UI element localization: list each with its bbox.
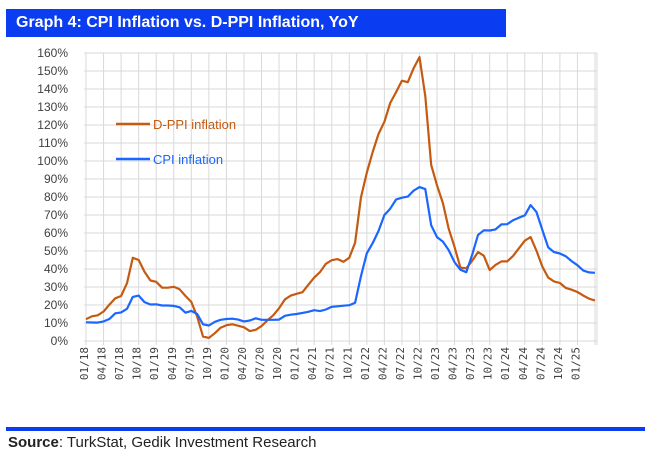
y-tick-label: 0%: [51, 334, 69, 348]
x-tick-label: 10/19: [201, 347, 214, 380]
x-tick-label: 01/19: [148, 347, 161, 380]
x-axis: 01/18 04/18 07/18 10/18 01/19 04/19 07/19 10/19…: [78, 347, 582, 380]
grid: [84, 53, 597, 345]
x-tick-label: 01/25: [569, 347, 582, 380]
x-tick-label: 10/21: [341, 347, 354, 380]
x-tick-label: 10/23: [482, 347, 495, 380]
y-tick-label: 140%: [37, 82, 68, 96]
y-axis: 0% 10% 20% 30% 40% 50% 60% 70% 80% 90% 100% 110% 120…: [37, 46, 68, 348]
x-tick-label: 04/21: [306, 347, 319, 380]
x-tick-label: 04/23: [447, 347, 460, 380]
x-tick-label: 04/19: [166, 347, 179, 380]
legend: D-PPI inflation CPI inflation: [116, 117, 236, 167]
y-tick-label: 60%: [44, 226, 68, 240]
x-tick-label: 10/18: [131, 347, 144, 380]
source-label: Source: [8, 434, 59, 451]
x-tick-label: 07/19: [183, 347, 196, 380]
y-tick-label: 160%: [37, 46, 68, 60]
x-tick-label: 04/18: [96, 347, 109, 380]
y-tick-label: 110%: [38, 136, 68, 150]
source-note: Source: TurkStat, Gedik Investment Resea…: [8, 434, 316, 451]
x-tick-label: 07/18: [113, 347, 126, 380]
x-tick-label: 01/18: [78, 347, 91, 380]
y-tick-label: 70%: [44, 208, 68, 222]
y-tick-label: 130%: [37, 100, 68, 114]
x-tick-label: 07/23: [464, 347, 477, 380]
x-tick-label: 07/20: [254, 347, 267, 380]
x-tick-label: 04/22: [376, 347, 389, 380]
y-tick-label: 90%: [44, 172, 68, 186]
x-tick-label: 10/24: [552, 347, 565, 380]
y-tick-label: 20%: [44, 298, 68, 312]
x-tick-label: 01/24: [499, 347, 512, 380]
x-tick-label: 10/22: [411, 347, 424, 380]
legend-label: CPI inflation: [153, 152, 223, 167]
x-tick-label: 01/20: [218, 347, 231, 380]
legend-label: D-PPI inflation: [153, 117, 236, 132]
y-tick-label: 50%: [44, 244, 68, 258]
y-tick-label: 40%: [44, 262, 68, 276]
x-tick-label: 04/20: [236, 347, 249, 380]
source-text: : TurkStat, Gedik Investment Research: [59, 434, 317, 451]
footer-divider: [6, 427, 645, 431]
x-tick-label: 01/22: [359, 347, 372, 380]
x-tick-label: 07/24: [534, 347, 547, 380]
x-tick-label: 01/21: [289, 347, 302, 380]
y-tick-label: 120%: [37, 118, 68, 132]
x-tick-label: 07/21: [324, 347, 337, 380]
x-tick-label: 10/20: [271, 347, 284, 380]
x-tick-label: 04/24: [517, 347, 530, 380]
y-tick-label: 80%: [44, 190, 68, 204]
x-tick-label: 07/22: [394, 347, 407, 380]
y-tick-label: 150%: [37, 64, 68, 78]
y-tick-label: 100%: [37, 154, 68, 168]
y-tick-label: 30%: [44, 280, 68, 294]
y-tick-label: 10%: [44, 316, 68, 330]
x-tick-label: 01/23: [429, 347, 442, 380]
series-lines: [86, 57, 595, 338]
